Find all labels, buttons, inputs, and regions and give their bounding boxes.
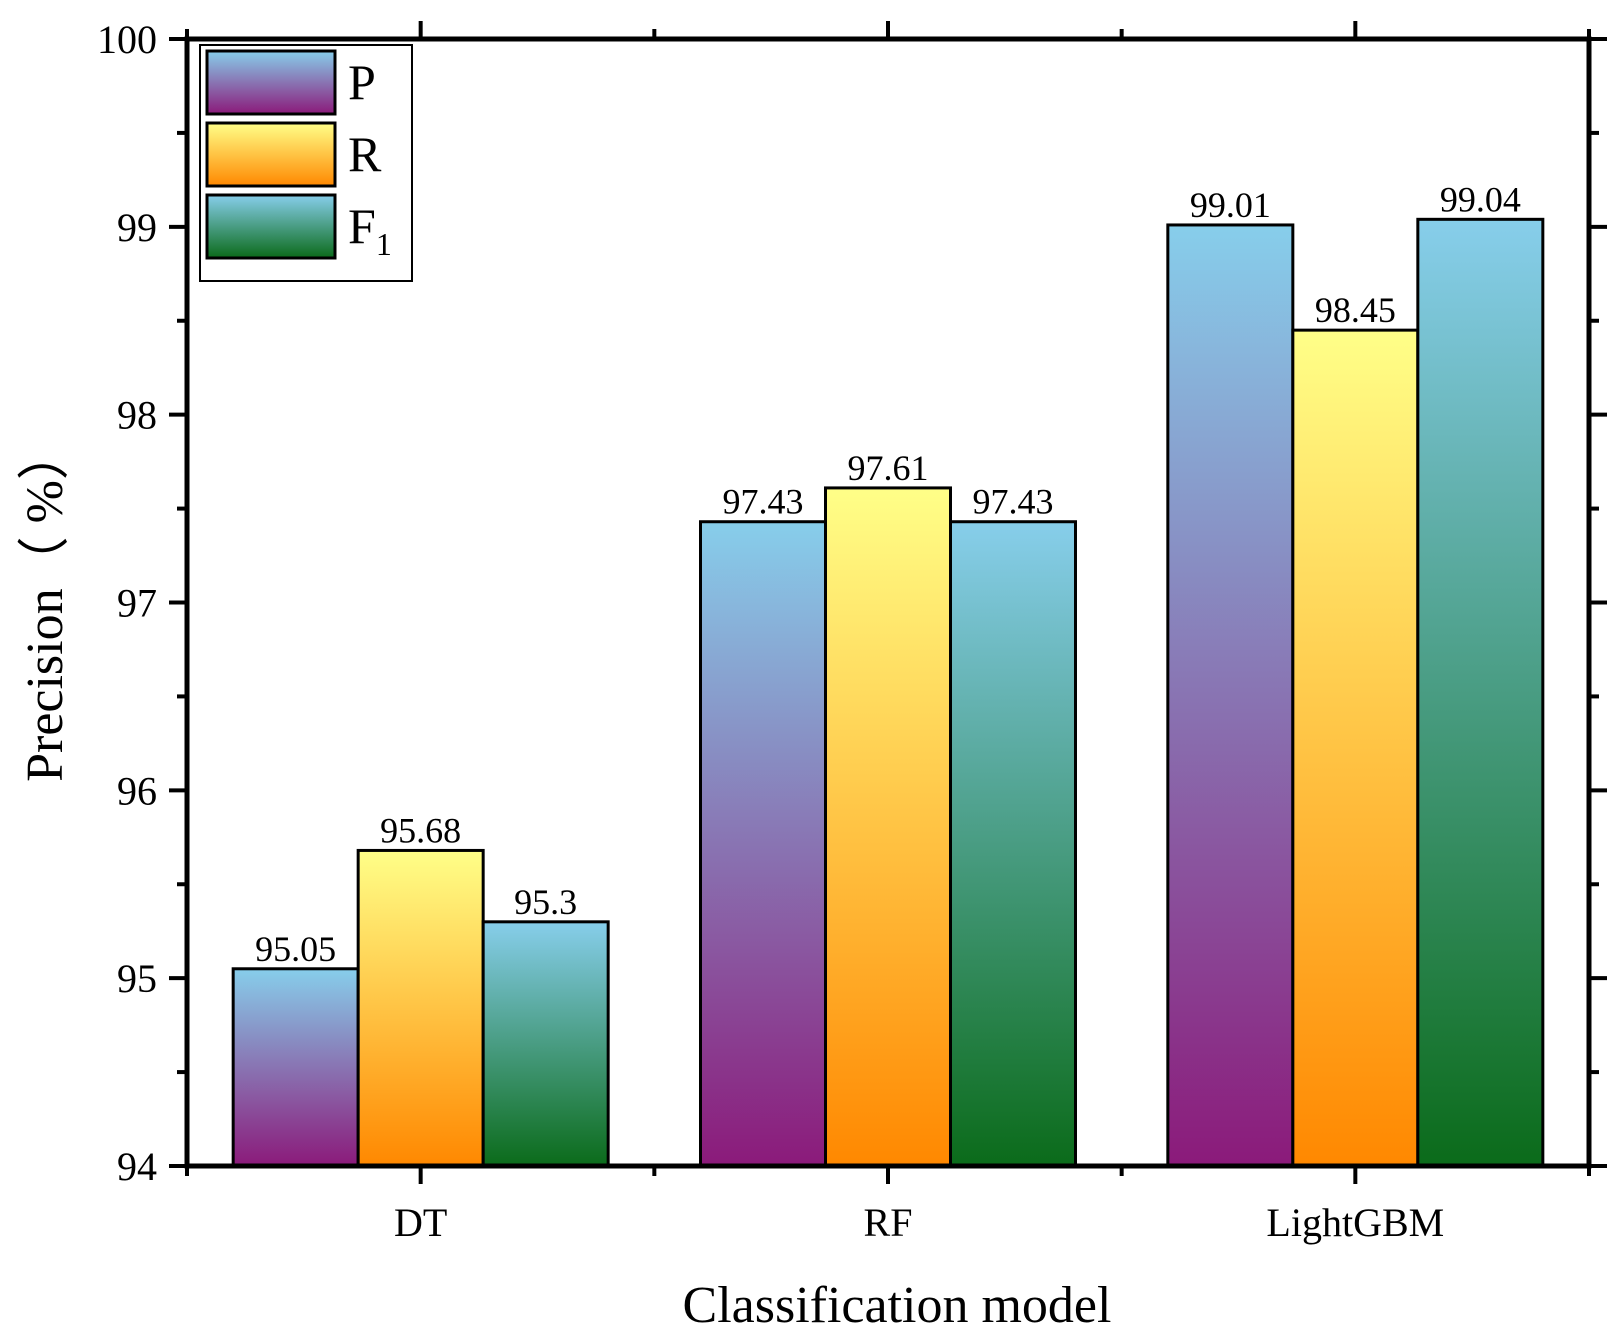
bar-f1-lightgbm: [1416, 217, 1545, 1168]
data-label-p-lightgbm: 99.01: [1190, 185, 1271, 225]
y-tick-label: 94: [117, 1144, 157, 1189]
data-label-f1-dt: 95.3: [514, 882, 577, 922]
y-tick-label: 98: [117, 393, 157, 438]
bar-p-lightgbm: [1166, 223, 1295, 1168]
data-label-r-dt: 95.68: [380, 810, 461, 850]
x-axis-title: Classification model: [683, 1277, 1112, 1334]
bar-f1-dt: [481, 920, 610, 1168]
data-label-f1-rf: 97.43: [973, 482, 1054, 522]
y-tick-label: 99: [117, 205, 157, 250]
x-tick-label-lightgbm: LightGBM: [1266, 1200, 1444, 1245]
y-tick-label: 100: [97, 17, 157, 62]
legend-swatch-r: [205, 121, 337, 188]
data-label-r-rf: 97.61: [848, 448, 929, 488]
bar-f1-rf: [949, 520, 1077, 1168]
x-tick-label-rf: RF: [864, 1200, 913, 1245]
bars-layer: [231, 217, 1545, 1168]
x-tick-label-dt: DT: [394, 1200, 447, 1245]
bar-r-lightgbm: [1291, 328, 1420, 1168]
legend-label-r: R: [348, 126, 382, 182]
y-tick-label: 96: [117, 768, 157, 813]
legend-label-p: P: [348, 54, 376, 110]
data-label-p-dt: 95.05: [255, 929, 336, 969]
bar-p-dt: [231, 967, 360, 1168]
ticks-layer: 94 95 96 97 98 99 100 DT RF LightGBM: [97, 17, 1607, 1245]
data-labels-layer: 95.05 95.68 95.3 97.43 97.61 97.43 99.01 98.45 9…: [255, 179, 1521, 968]
bar-r-rf: [824, 486, 952, 1168]
y-axis-title: Precision（ %）: [17, 428, 74, 782]
bar-p-rf: [699, 520, 827, 1168]
legend-subscript: 1: [376, 226, 392, 262]
legend-swatch-f1: [205, 193, 337, 260]
y-tick-label: 97: [117, 581, 157, 626]
bar-r-dt: [356, 848, 485, 1168]
data-label-r-lightgbm: 98.45: [1315, 290, 1396, 330]
data-label-f1-lightgbm: 99.04: [1440, 179, 1521, 219]
legend-swatch-p: [205, 49, 337, 116]
y-tick-label: 95: [117, 956, 157, 1001]
data-label-p-rf: 97.43: [723, 482, 804, 522]
